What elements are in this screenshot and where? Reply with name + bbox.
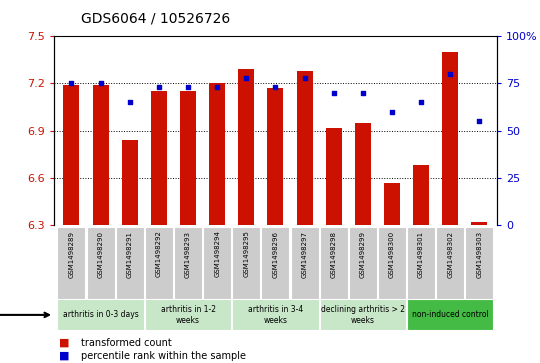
- Text: GSM1498299: GSM1498299: [360, 231, 366, 277]
- Bar: [471, 222, 487, 225]
- Bar: [407, 227, 435, 299]
- Bar: [291, 227, 319, 299]
- Text: percentile rank within the sample: percentile rank within the sample: [81, 351, 246, 361]
- Text: declining arthritis > 2
weeks: declining arthritis > 2 weeks: [321, 305, 405, 325]
- Bar: [116, 227, 144, 299]
- Text: GSM1498297: GSM1498297: [301, 231, 308, 277]
- Bar: [203, 227, 231, 299]
- Point: [96, 81, 105, 86]
- Text: GSM1498294: GSM1498294: [214, 231, 220, 277]
- Bar: [232, 227, 260, 299]
- Text: GSM1498290: GSM1498290: [98, 231, 104, 277]
- Point: [359, 90, 367, 96]
- Point: [213, 84, 221, 90]
- Bar: [232, 299, 319, 330]
- Bar: [442, 52, 458, 225]
- Bar: [57, 227, 85, 299]
- Bar: [384, 183, 400, 225]
- Text: arthritis in 0-3 days: arthritis in 0-3 days: [63, 310, 138, 319]
- Point: [300, 75, 309, 81]
- Bar: [465, 227, 494, 299]
- Bar: [209, 83, 225, 225]
- Text: GSM1498293: GSM1498293: [185, 231, 191, 277]
- Text: GSM1498292: GSM1498292: [156, 231, 162, 277]
- Text: GSM1498302: GSM1498302: [447, 231, 453, 277]
- Point: [125, 99, 134, 105]
- Point: [67, 81, 76, 86]
- Point: [242, 75, 251, 81]
- Bar: [413, 165, 429, 225]
- Point: [184, 84, 192, 90]
- Point: [271, 84, 280, 90]
- Bar: [57, 299, 144, 330]
- Text: transformed count: transformed count: [81, 338, 172, 348]
- Text: non-induced control: non-induced control: [412, 310, 489, 319]
- Bar: [320, 299, 406, 330]
- Bar: [261, 227, 289, 299]
- Text: time: time: [0, 310, 49, 320]
- Bar: [122, 140, 138, 225]
- Bar: [238, 69, 254, 225]
- Bar: [296, 71, 313, 225]
- Point: [388, 109, 396, 115]
- Bar: [145, 299, 231, 330]
- Point: [154, 84, 163, 90]
- Bar: [151, 91, 167, 225]
- Bar: [407, 299, 494, 330]
- Bar: [86, 227, 114, 299]
- Text: ■: ■: [59, 351, 73, 361]
- Text: GSM1498291: GSM1498291: [127, 231, 133, 277]
- Bar: [349, 227, 377, 299]
- Bar: [320, 227, 348, 299]
- Bar: [378, 227, 406, 299]
- Bar: [436, 227, 464, 299]
- Text: GSM1498295: GSM1498295: [243, 231, 249, 277]
- Text: ■: ■: [59, 338, 73, 348]
- Text: GSM1498303: GSM1498303: [476, 231, 482, 278]
- Text: arthritis in 1-2
weeks: arthritis in 1-2 weeks: [160, 305, 215, 325]
- Text: arthritis in 3-4
weeks: arthritis in 3-4 weeks: [248, 305, 303, 325]
- Bar: [92, 85, 109, 225]
- Text: GDS6064 / 10526726: GDS6064 / 10526726: [81, 11, 230, 25]
- Bar: [355, 123, 371, 225]
- Text: GSM1498301: GSM1498301: [418, 231, 424, 278]
- Text: GSM1498298: GSM1498298: [330, 231, 336, 277]
- Bar: [180, 91, 196, 225]
- Text: GSM1498289: GSM1498289: [69, 231, 75, 277]
- Text: GSM1498296: GSM1498296: [272, 231, 279, 277]
- Bar: [174, 227, 202, 299]
- Bar: [64, 85, 79, 225]
- Bar: [267, 88, 284, 225]
- Text: GSM1498300: GSM1498300: [389, 231, 395, 278]
- Bar: [326, 127, 342, 225]
- Bar: [145, 227, 173, 299]
- Point: [417, 99, 426, 105]
- Point: [446, 71, 455, 77]
- Point: [475, 118, 484, 124]
- Point: [329, 90, 338, 96]
